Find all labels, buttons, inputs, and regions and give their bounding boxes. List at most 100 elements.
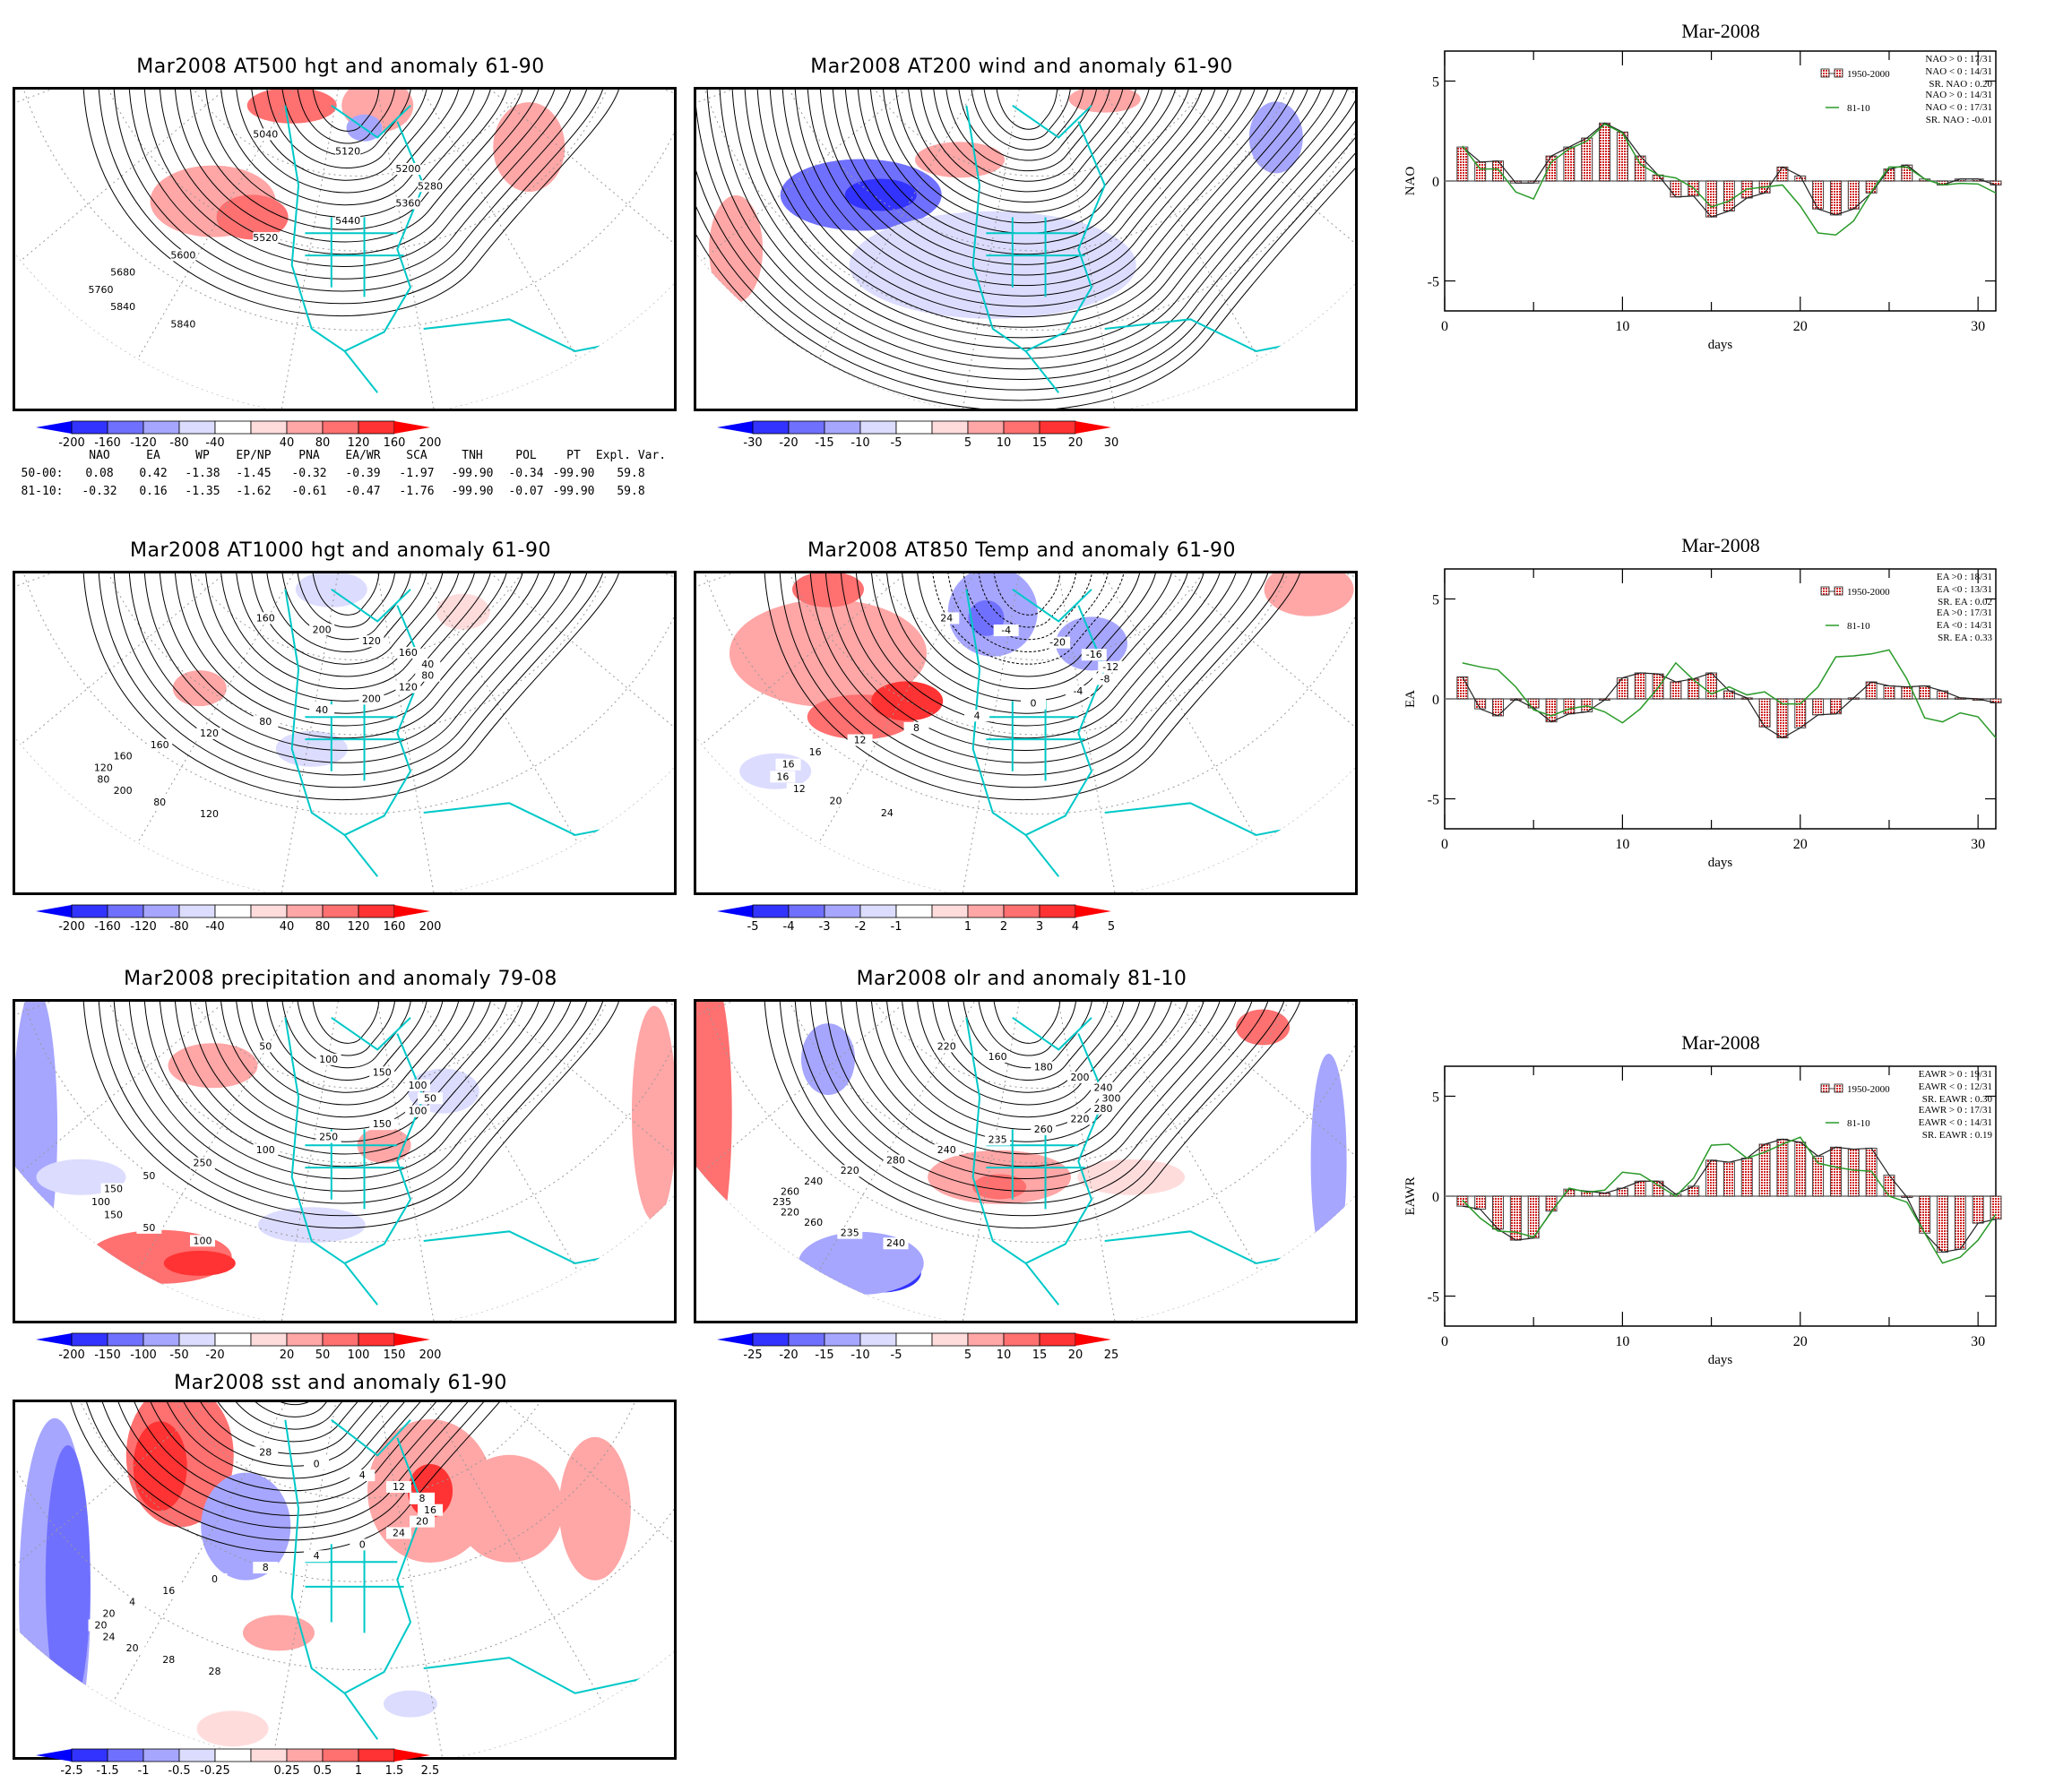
graticule-longitude [1039, 1002, 1355, 1041]
contour-line [281, 90, 412, 157]
colorbar-tick-label: -1.5 [96, 1764, 118, 1778]
y-tick-label: -5 [1428, 275, 1439, 290]
contour-label-bg [253, 1144, 279, 1157]
contour-label-bg [1092, 673, 1118, 685]
contour-label-bg [964, 710, 990, 722]
bar [1847, 180, 1860, 210]
contour-label: 20 [830, 796, 842, 807]
legend-stat: SR. EA : 0.33 [1938, 633, 1992, 643]
contour-label-bg [385, 1527, 411, 1539]
contour-label: -16 [1086, 649, 1102, 660]
contour-label-bg [777, 1185, 803, 1198]
legend-stat: NAO > 0 : 17/31 [1925, 54, 1992, 65]
graticule-longitude [1038, 90, 1355, 262]
graticule-latitude [15, 1002, 674, 1321]
contour-line [98, 1002, 606, 1217]
contour-label: 80 [97, 773, 109, 785]
contour-label-bg [253, 1040, 279, 1053]
contour-line [220, 90, 477, 206]
contour-label: 200 [114, 785, 133, 797]
contour-line [696, 90, 1355, 391]
contour-line [174, 1002, 525, 1155]
contour-line [982, 90, 1072, 141]
graticule-longitude [1038, 90, 1117, 409]
index-table-header-cell: WP [195, 448, 210, 462]
legend-stat: EAWR > 0 : 19/31 [1919, 1069, 1992, 1080]
bar [1492, 160, 1505, 182]
colorbar-arrow-right [394, 1749, 430, 1762]
contour-label-bg [253, 128, 279, 141]
contour-label: 100 [319, 1054, 338, 1065]
index-table-header-cell: EA/WR [345, 448, 381, 462]
graticule-longitude [696, 1002, 1040, 1041]
anomaly-shading [1264, 573, 1354, 616]
legend-bar-swatch [1834, 68, 1843, 78]
contour-line [174, 90, 525, 243]
graticule-longitude [818, 90, 1040, 360]
contour-label-bg [1031, 1061, 1057, 1073]
contour-line [106, 1402, 488, 1516]
graticule-longitude [357, 573, 436, 892]
contour-label: 5120 [335, 146, 360, 158]
colorbar-swatch [214, 1748, 252, 1762]
map-title: Mar2008 olr and anomaly 81-10 [856, 968, 1187, 990]
contour-label: 24 [940, 612, 953, 624]
contour-label-bg [170, 249, 196, 262]
contour-label: 8 [263, 1562, 269, 1573]
map-frame: 24 -4 -20 -16 -12 -8 -4 0 4 8 12 16 16 16 12 20 24 [694, 571, 1358, 895]
map-canvas: 5040 5120 5200 5280 5360 5440 5520 5600 5680 5760… [15, 90, 674, 409]
contour-line [946, 1002, 1109, 1081]
colorbar-arrow-left [36, 421, 72, 434]
bar [1456, 676, 1469, 700]
x-axis-label: days [1708, 856, 1733, 870]
contour-label: 16 [162, 1585, 175, 1597]
colorbar-tick-label: 5 [1108, 920, 1115, 934]
colorbar-tick-label: -150 [94, 1348, 121, 1362]
index-table-cell: -1.97 [399, 466, 435, 480]
contour-label: 120 [94, 762, 113, 774]
contour-label-bg [350, 1538, 376, 1551]
coastline [965, 104, 1323, 393]
contour-label-bg [934, 1144, 960, 1157]
anomaly-shading [1056, 616, 1127, 671]
contour-line [311, 573, 381, 616]
anomaly-shading [915, 142, 1005, 178]
contour-label-bg [147, 738, 173, 751]
x-axis-label: days [1708, 338, 1733, 352]
colorbar-tick-label: -5 [747, 920, 759, 934]
contour-label: 5600 [170, 249, 195, 261]
colorbar-swatch [788, 1332, 825, 1347]
y-tick-label: 0 [1432, 1190, 1439, 1205]
colorbar-tick-label: -200 [58, 436, 85, 450]
contour-line [296, 90, 396, 144]
colorbar-tick-label: -3 [819, 920, 831, 934]
contour-label-bg [775, 758, 801, 771]
contour-label: 150 [104, 1209, 123, 1220]
graticule-longitude [357, 1002, 436, 1321]
contour-line [731, 90, 1337, 349]
contour-line [159, 90, 541, 255]
contour-label: -20 [1049, 637, 1066, 649]
contour-label-bg [1099, 1092, 1125, 1105]
contour-line [311, 1002, 381, 1044]
contour-line [204, 573, 493, 702]
contour-label: 16 [782, 759, 795, 771]
graticule-longitude [818, 1002, 1040, 1272]
bar [1972, 1195, 1984, 1224]
colorbar-swatch [178, 420, 216, 435]
graticule-longitude [701, 90, 1040, 262]
contour-label: 250 [193, 1158, 212, 1169]
colorbar-tick-label: -30 [743, 436, 762, 450]
anomaly-shading [1236, 1009, 1291, 1046]
contour-line [82, 90, 622, 317]
legend-stat: SR. NAO : -0.01 [1926, 115, 1992, 125]
legend-bar-label: 1950-2000 [1847, 587, 1890, 598]
contour-label-bg [1098, 660, 1124, 673]
bar [1829, 180, 1842, 216]
colorbar-arrow-left [36, 1333, 72, 1346]
graticule-longitude [137, 90, 358, 360]
bar [1652, 673, 1664, 700]
anomaly-shading [1310, 1054, 1347, 1269]
colorbar-tick-label: 200 [419, 1348, 442, 1362]
